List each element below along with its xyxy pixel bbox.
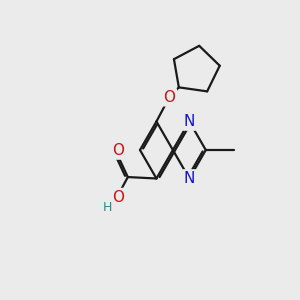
Text: N: N [184, 114, 195, 129]
Text: H: H [102, 201, 112, 214]
Text: O: O [163, 90, 175, 105]
Text: O: O [112, 190, 124, 205]
Text: O: O [112, 143, 124, 158]
Text: N: N [184, 171, 195, 186]
